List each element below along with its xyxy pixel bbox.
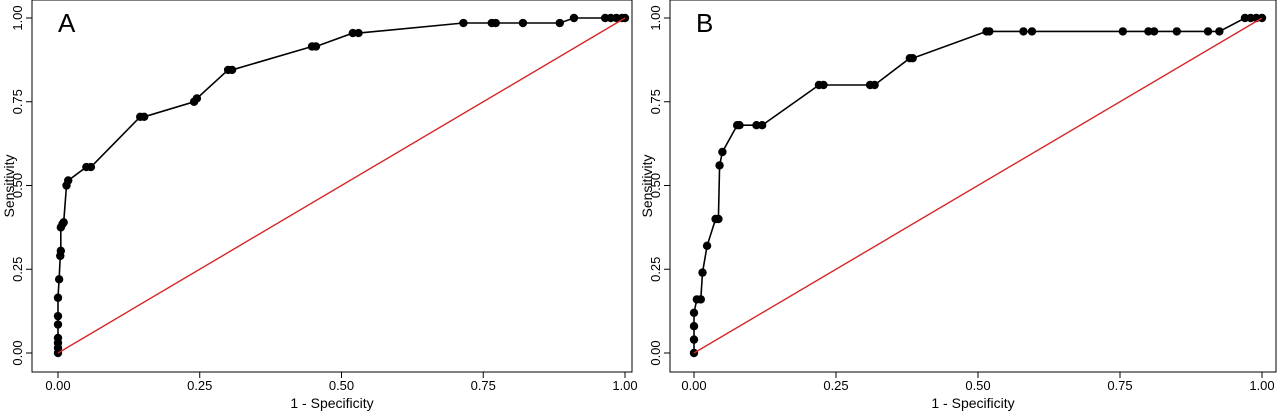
panel-1-x-axis-title: 1 - Specificity bbox=[931, 395, 1014, 411]
panel-1-roc-point bbox=[757, 121, 767, 130]
chart-panel-b: 0.00 0.25 0.50 0.75 1.00 0.00 0.25 0.50 0.75 1.00… bbox=[639, 0, 1277, 411]
panel-1-y-tick-label: 0.75 bbox=[648, 89, 663, 114]
panel-0-roc-point bbox=[53, 320, 63, 329]
panel-1-roc-point bbox=[735, 121, 744, 130]
panel-0-roc-point bbox=[491, 18, 500, 28]
panel-1-roc-point bbox=[714, 214, 723, 224]
panel-1-roc-point bbox=[689, 308, 699, 317]
panel-0-y-tick-label: 0.00 bbox=[10, 340, 25, 365]
panel-0-x-tick-label: 0.50 bbox=[329, 378, 354, 393]
panel-1-roc-point bbox=[1027, 27, 1037, 36]
panel-0-roc-point bbox=[59, 218, 68, 227]
panel-1-plot-frame bbox=[669, 0, 1277, 373]
panel-0-roc-point bbox=[64, 176, 73, 185]
panel-0-y-tick-label: 0.75 bbox=[10, 89, 25, 114]
panel-1-roc-point bbox=[689, 322, 699, 331]
panel-1-roc-point bbox=[1149, 27, 1159, 36]
panel-0-panel-label: A bbox=[58, 8, 76, 38]
panel-0-roc-point bbox=[53, 333, 63, 343]
panel-0-roc-point bbox=[86, 162, 96, 172]
panel-0-roc-point bbox=[569, 13, 579, 23]
panel-1-y-tick-label: 1.00 bbox=[648, 5, 663, 30]
panel-1-roc-point bbox=[1118, 27, 1128, 36]
panel-0-roc-point bbox=[311, 42, 321, 51]
panel-1-x-tick-label: 0.50 bbox=[965, 378, 990, 393]
panel-1-roc-point bbox=[696, 295, 706, 304]
panel-1-roc-point bbox=[1019, 27, 1028, 36]
panel-0-roc-point bbox=[227, 65, 237, 75]
panel-1-y-axis-title: Sensitivity bbox=[639, 154, 655, 217]
panel-1-roc-point bbox=[1203, 27, 1213, 36]
panel-1-roc-point bbox=[718, 147, 727, 157]
panel-0-x-tick-label: 0.75 bbox=[471, 378, 496, 393]
panel-1-x-tick-label: 0.25 bbox=[823, 378, 848, 393]
panel-1-roc-point bbox=[870, 80, 879, 90]
panel-1-panel-label: B bbox=[696, 8, 713, 38]
panel-0-roc-point bbox=[459, 18, 468, 28]
panel-0-reference-line bbox=[57, 17, 626, 354]
panel-0-x-tick-label: 0.00 bbox=[45, 378, 70, 393]
panel-0-plot-frame bbox=[31, 0, 633, 373]
panel-0-roc-point bbox=[192, 94, 202, 103]
panel-1-roc-point bbox=[1215, 27, 1224, 36]
panel-0-roc-point bbox=[354, 28, 363, 38]
panel-0-y-tick-label: 1.00 bbox=[10, 5, 25, 30]
panel-1-y-tick-label: 0.00 bbox=[648, 340, 663, 365]
panel-0-roc-point bbox=[54, 275, 64, 284]
panel-1-roc-curve bbox=[693, 17, 1262, 353]
panel-0-roc-point bbox=[139, 112, 149, 122]
panel-1-y-tick-label: 0.25 bbox=[648, 257, 663, 282]
panel-0-roc-point bbox=[53, 293, 63, 302]
panel-0-y-tick-label: 0.25 bbox=[10, 257, 25, 282]
panel-1-x-tick-label: 0.00 bbox=[681, 378, 706, 393]
panel-1-roc-point bbox=[715, 161, 724, 170]
panel-0-x-tick-label: 1.00 bbox=[612, 378, 637, 393]
panel-1-x-tick-label: 1.00 bbox=[1249, 378, 1274, 393]
panel-1-roc-point bbox=[702, 241, 712, 250]
panel-0-roc-point bbox=[56, 246, 66, 256]
panel-0-roc-point bbox=[53, 311, 63, 321]
panel-0-roc-point bbox=[518, 18, 528, 28]
panel-1-y-tick-label: 0.50 bbox=[648, 173, 663, 198]
chart-panel-a: 0.00 0.25 0.50 0.75 1.00 0.00 0.25 0.50 0.75 1.00… bbox=[1, 0, 638, 411]
panel-0-roc-point bbox=[555, 18, 564, 28]
panel-1-roc-point bbox=[698, 268, 707, 277]
panel-0-y-tick-label: 0.50 bbox=[10, 173, 25, 198]
panel-0-x-axis-title: 1 - Specificity bbox=[290, 395, 373, 411]
panel-1-x-tick-label: 0.75 bbox=[1107, 378, 1132, 393]
panel-1-reference-line bbox=[693, 17, 1263, 354]
panel-1-roc-point bbox=[1172, 27, 1182, 36]
panel-1-roc-point bbox=[689, 335, 699, 344]
panel-1-roc-point bbox=[819, 80, 828, 90]
panel-0-y-axis-title: Sensitivity bbox=[1, 154, 17, 217]
panel-1-roc-point bbox=[908, 54, 917, 63]
panel-0-x-tick-label: 0.25 bbox=[187, 378, 212, 393]
panel-1-roc-point bbox=[985, 27, 994, 36]
